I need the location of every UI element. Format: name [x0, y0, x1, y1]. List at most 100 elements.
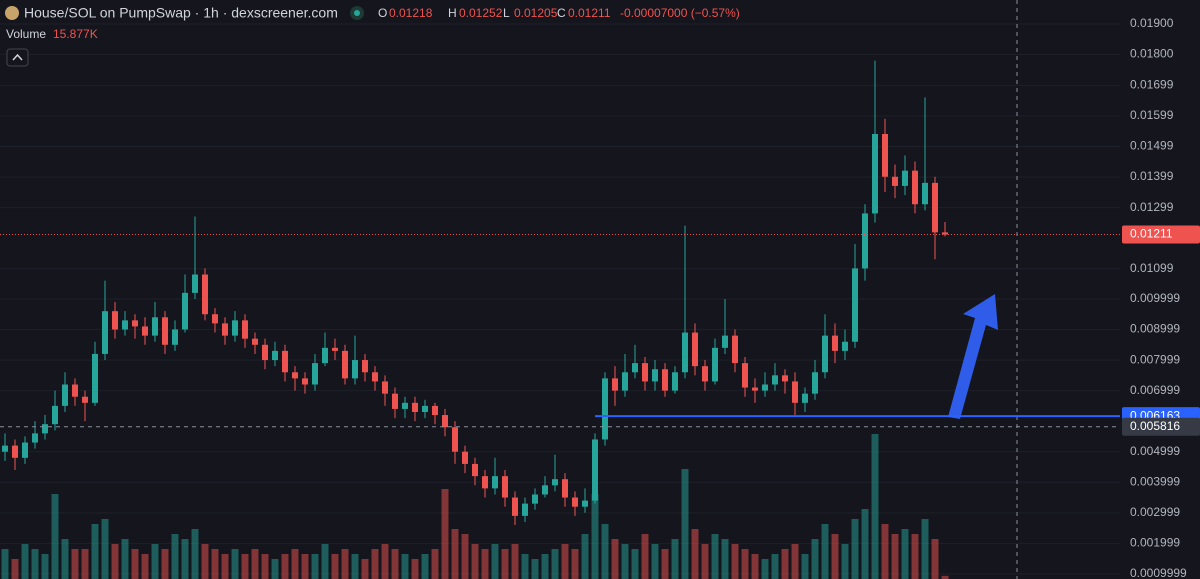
volume-bar	[491, 544, 499, 579]
chart-title: House/SOL on PumpSwap · 1h · dexscreener…	[24, 5, 338, 21]
volume-bar	[181, 539, 189, 579]
volume-bar	[101, 519, 109, 579]
candle-body	[432, 405, 438, 416]
candle-body	[602, 378, 608, 440]
volume-bar	[561, 544, 569, 579]
volume-bar	[941, 575, 949, 579]
y-tick-label: 0.002999	[1130, 505, 1180, 519]
last-price-label: 0.01211	[1130, 227, 1173, 241]
volume-bar	[821, 524, 829, 579]
candle-body	[352, 360, 358, 379]
candle-body	[292, 372, 298, 379]
candle-body	[812, 372, 818, 394]
candle-body	[52, 405, 58, 425]
candle-body	[392, 393, 398, 409]
candle-body	[612, 378, 618, 391]
candle-body	[872, 133, 878, 214]
volume-bar	[321, 544, 329, 579]
volume-bar	[71, 549, 79, 579]
arrow-annotation	[948, 294, 998, 419]
candle-body	[572, 497, 578, 507]
y-tick-label: 0.01800	[1130, 47, 1174, 61]
candle-body	[802, 393, 808, 403]
candle-body	[942, 232, 948, 235]
volume-bar	[291, 549, 299, 579]
candle-body	[62, 384, 68, 406]
candle-body	[272, 350, 278, 361]
candle-body	[282, 350, 288, 373]
candle-body	[42, 424, 48, 434]
volume-bar	[581, 534, 589, 579]
candle-body	[522, 503, 528, 516]
candle-body	[932, 182, 938, 233]
candle-body	[152, 317, 158, 336]
candle-body	[142, 326, 148, 336]
candle-body	[312, 363, 318, 385]
volume-bar	[541, 554, 549, 579]
ohlc-label: C	[557, 6, 566, 20]
volume-bar	[231, 549, 239, 579]
volume-bar	[621, 544, 629, 579]
y-tick-label: 0.01699	[1130, 78, 1174, 92]
candle-body	[732, 335, 738, 364]
price-axis: 0.01900 0.01800 0.01699 0.01599 0.01499 0.013…	[1130, 16, 1187, 579]
candle-body	[482, 476, 488, 489]
candle-body	[842, 341, 848, 351]
volume-bar	[301, 554, 309, 579]
candle-body	[832, 335, 838, 351]
volume-bar	[381, 544, 389, 579]
candle-body	[552, 479, 558, 486]
collapse-icon	[12, 53, 23, 61]
candle-body	[412, 402, 418, 412]
volume-bar	[431, 549, 439, 579]
volume-bar	[271, 559, 279, 579]
token-icon	[5, 6, 19, 20]
candle-body	[332, 347, 338, 351]
volume-bar	[421, 554, 429, 579]
volume-bar	[891, 534, 899, 579]
candle-body	[492, 476, 498, 489]
candle-body	[182, 292, 188, 330]
volume-bar	[261, 554, 269, 579]
volume-bar	[591, 494, 599, 579]
volume-bar	[461, 534, 469, 579]
volume-bar	[661, 549, 669, 579]
volume-bar	[331, 554, 339, 579]
volume-bar	[651, 544, 659, 579]
ohlc-value: 0.01211	[568, 6, 611, 20]
y-tick-label: 0.008999	[1130, 322, 1180, 336]
candle-body	[172, 329, 178, 345]
volume-bar	[861, 509, 869, 579]
volume-bar	[211, 549, 219, 579]
candle-body	[672, 372, 678, 391]
candle-body	[212, 314, 218, 324]
volume-bar	[711, 534, 719, 579]
volume-bar	[31, 549, 39, 579]
collapse-button[interactable]	[6, 48, 29, 67]
volume-bar	[221, 554, 229, 579]
volume-bar	[751, 554, 759, 579]
volume-bar	[51, 494, 59, 579]
y-tick-label: 0.01499	[1130, 139, 1174, 153]
candle-body	[32, 433, 38, 443]
volume-bar	[241, 554, 249, 579]
candle-body	[362, 360, 368, 373]
volume-bar	[361, 559, 369, 579]
volume-bar	[171, 534, 179, 579]
volume-bar	[851, 519, 859, 579]
candle-body	[662, 369, 668, 391]
candle-body	[752, 387, 758, 391]
volume-bar	[531, 559, 539, 579]
candle-body	[192, 274, 198, 293]
volume-bar	[731, 544, 739, 579]
candle-body	[512, 497, 518, 516]
candle-body	[322, 347, 328, 364]
y-tick-label: 0.01299	[1130, 200, 1174, 214]
candle-body	[382, 381, 388, 394]
volume-bar	[811, 539, 819, 579]
crosshair-box	[1122, 417, 1200, 436]
volume-bar	[641, 534, 649, 579]
candle-body	[2, 445, 8, 452]
y-tick-label: 0.01099	[1130, 261, 1174, 275]
